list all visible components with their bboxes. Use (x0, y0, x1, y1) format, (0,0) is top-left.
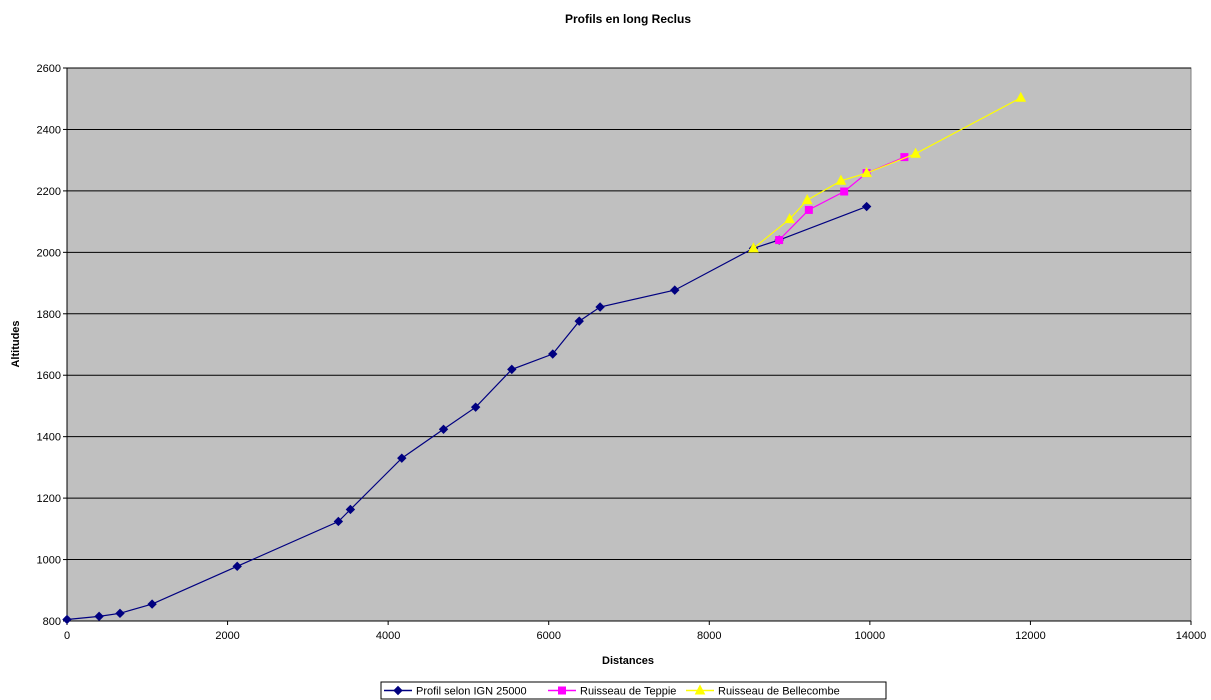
legend-label: Ruisseau de Teppie (580, 686, 676, 698)
legend-label: Ruisseau de Bellecombe (718, 686, 840, 698)
data-point (595, 302, 605, 312)
data-point (910, 147, 921, 158)
plot-area (66, 67, 1192, 622)
x-tick-label: 6000 (536, 630, 560, 642)
data-point (1015, 91, 1027, 102)
data-point (115, 608, 125, 619)
legend-marker (393, 685, 403, 696)
data-point (62, 614, 72, 625)
data-point (748, 242, 759, 253)
x-axis-label: Distances (602, 655, 654, 667)
y-tick-label: 800 (43, 616, 61, 628)
y-tick-label: 2400 (37, 124, 61, 136)
data-point (835, 174, 847, 185)
y-tick-label: 2600 (37, 63, 61, 75)
legend-marker (558, 686, 566, 695)
x-tick-label: 8000 (697, 630, 721, 642)
data-point (861, 167, 872, 178)
y-axis-label: Altitudes (10, 320, 22, 367)
y-tick-label: 2000 (37, 247, 61, 259)
data-point (507, 364, 517, 375)
data-point (670, 285, 680, 295)
data-point (94, 611, 104, 622)
legend-label: Profil selon IGN 25000 (416, 686, 527, 698)
gridlines (67, 67, 1191, 561)
data-point (147, 599, 157, 609)
data-point (775, 236, 784, 245)
data-point (801, 194, 813, 205)
data-point (574, 316, 584, 326)
y-tick-label: 1600 (37, 370, 61, 382)
data-point (333, 516, 344, 527)
legend-marker (694, 684, 706, 695)
data-point (861, 201, 872, 212)
legend-item: Profil selon IGN 25000 (384, 686, 527, 698)
series-group (62, 91, 1027, 625)
data-point (784, 213, 795, 224)
x-tick-label: 12000 (1015, 630, 1046, 642)
data-point (438, 424, 449, 435)
chart-title: Profils en long Reclus (565, 12, 691, 26)
x-tick-label: 2000 (215, 630, 239, 642)
legend-item: Ruisseau de Bellecombe (686, 684, 840, 698)
x-tick-label: 14000 (1176, 630, 1207, 642)
x-tick-label: 4000 (376, 630, 400, 642)
y-tick-label: 1800 (37, 309, 61, 321)
y-tick-label: 1400 (37, 432, 61, 444)
data-point (470, 402, 481, 412)
data-point (232, 561, 242, 572)
legend-item: Ruisseau de Teppie (548, 686, 676, 698)
y-axis: 800 1000 1200 1400 1600 1800 2000 2200 2400 2600 (37, 63, 68, 628)
data-point (804, 205, 813, 214)
x-axis: 0 2000 4000 6000 8000 10000 12000 14000 (64, 620, 1207, 642)
data-point (548, 349, 558, 359)
data-point (397, 453, 407, 463)
data-point (840, 187, 849, 196)
data-point (345, 504, 356, 515)
series-line (66, 206, 867, 621)
x-tick-label: 0 (64, 630, 70, 642)
x-tick-label: 10000 (855, 630, 886, 642)
y-tick-label: 1200 (37, 493, 61, 505)
legend: Profil selon IGN 25000 Ruisseau de Teppie… (380, 681, 887, 700)
y-tick-label: 1000 (37, 555, 61, 567)
legend-box (380, 681, 887, 700)
y-tick-label: 2200 (37, 186, 61, 198)
series-3 (748, 91, 1027, 253)
